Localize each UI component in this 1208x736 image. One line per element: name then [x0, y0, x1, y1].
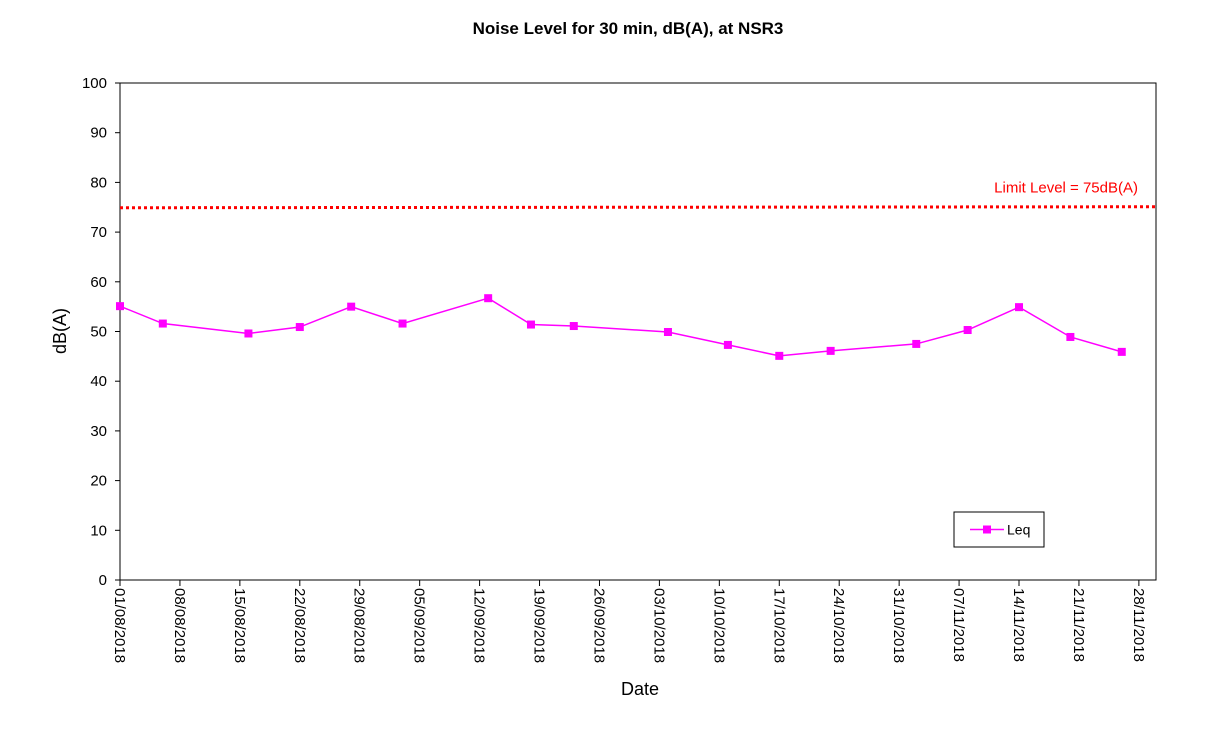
data-point — [826, 346, 835, 355]
x-tick-label: 05/09/2018 — [411, 588, 428, 663]
data-point — [158, 319, 167, 328]
data-point — [526, 320, 535, 329]
x-axis-title: Date — [621, 679, 659, 699]
x-axis: 01/08/2018 08/08/2018 15/08/2018 22/08/2018… — [111, 580, 1147, 663]
data-point — [295, 323, 304, 332]
data-point — [1066, 332, 1075, 341]
y-axis-title: dB(A) — [50, 308, 70, 354]
x-tick-label: 22/08/2018 — [291, 588, 308, 663]
data-point — [244, 329, 253, 338]
x-tick-label: 01/08/2018 — [111, 588, 128, 663]
y-tick-label: 30 — [90, 423, 107, 440]
data-point — [1117, 347, 1126, 356]
x-tick-label: 21/11/2018 — [1070, 588, 1087, 662]
y-tick-label: 20 — [90, 473, 107, 490]
x-tick-label: 26/09/2018 — [590, 588, 607, 663]
x-tick-label: 08/08/2018 — [171, 588, 188, 663]
data-point — [963, 326, 972, 335]
data-point — [775, 351, 784, 360]
y-tick-label: 100 — [82, 75, 107, 92]
x-tick-label: 14/11/2018 — [1010, 588, 1027, 662]
x-tick-label: 28/11/2018 — [1130, 588, 1147, 662]
y-tick-label: 10 — [90, 522, 107, 539]
limit-line-label: Limit Level = 75dB(A) — [994, 179, 1138, 196]
data-point — [398, 319, 407, 328]
data-point — [347, 302, 356, 311]
y-tick-label: 40 — [90, 373, 107, 390]
data-point — [569, 322, 578, 331]
x-tick-label: 17/10/2018 — [770, 588, 787, 663]
data-point — [116, 302, 124, 311]
x-tick-label: 07/11/2018 — [950, 588, 967, 662]
x-tick-label: 31/10/2018 — [890, 588, 907, 663]
data-point — [484, 294, 493, 303]
series-group — [116, 294, 1126, 360]
y-tick-label: 0 — [99, 572, 107, 589]
y-tick-label: 70 — [90, 224, 107, 241]
x-tick-label: 19/09/2018 — [531, 588, 548, 663]
legend-label: Leq — [1007, 522, 1030, 538]
limit-line — [119, 205, 1157, 210]
x-tick-label: 03/10/2018 — [650, 588, 667, 663]
chart-title: Noise Level for 30 min, dB(A), at NSR3 — [473, 19, 784, 38]
data-point — [723, 340, 732, 349]
data-point — [663, 327, 672, 336]
y-tick-label: 60 — [90, 274, 107, 291]
legend: Leq — [953, 511, 1045, 548]
plot-area — [119, 82, 1157, 581]
legend-marker-sample — [983, 525, 991, 534]
x-tick-label: 29/08/2018 — [351, 588, 368, 663]
y-tick-label: 90 — [90, 125, 107, 142]
data-point — [912, 339, 921, 348]
x-tick-label: 10/10/2018 — [710, 588, 727, 663]
x-tick-label: 12/09/2018 — [471, 588, 488, 663]
y-tick-label: 80 — [90, 174, 107, 191]
series-line-leq — [119, 297, 1122, 357]
y-axis: 0 10 20 30 40 50 60 70 80 90 100 — [82, 75, 120, 589]
x-tick-label: 24/10/2018 — [830, 588, 847, 663]
data-point — [1015, 303, 1024, 312]
limit-line-group: Limit Level = 75dB(A) — [119, 179, 1157, 210]
x-tick-label: 15/08/2018 — [231, 588, 248, 663]
y-tick-label: 50 — [90, 324, 107, 341]
